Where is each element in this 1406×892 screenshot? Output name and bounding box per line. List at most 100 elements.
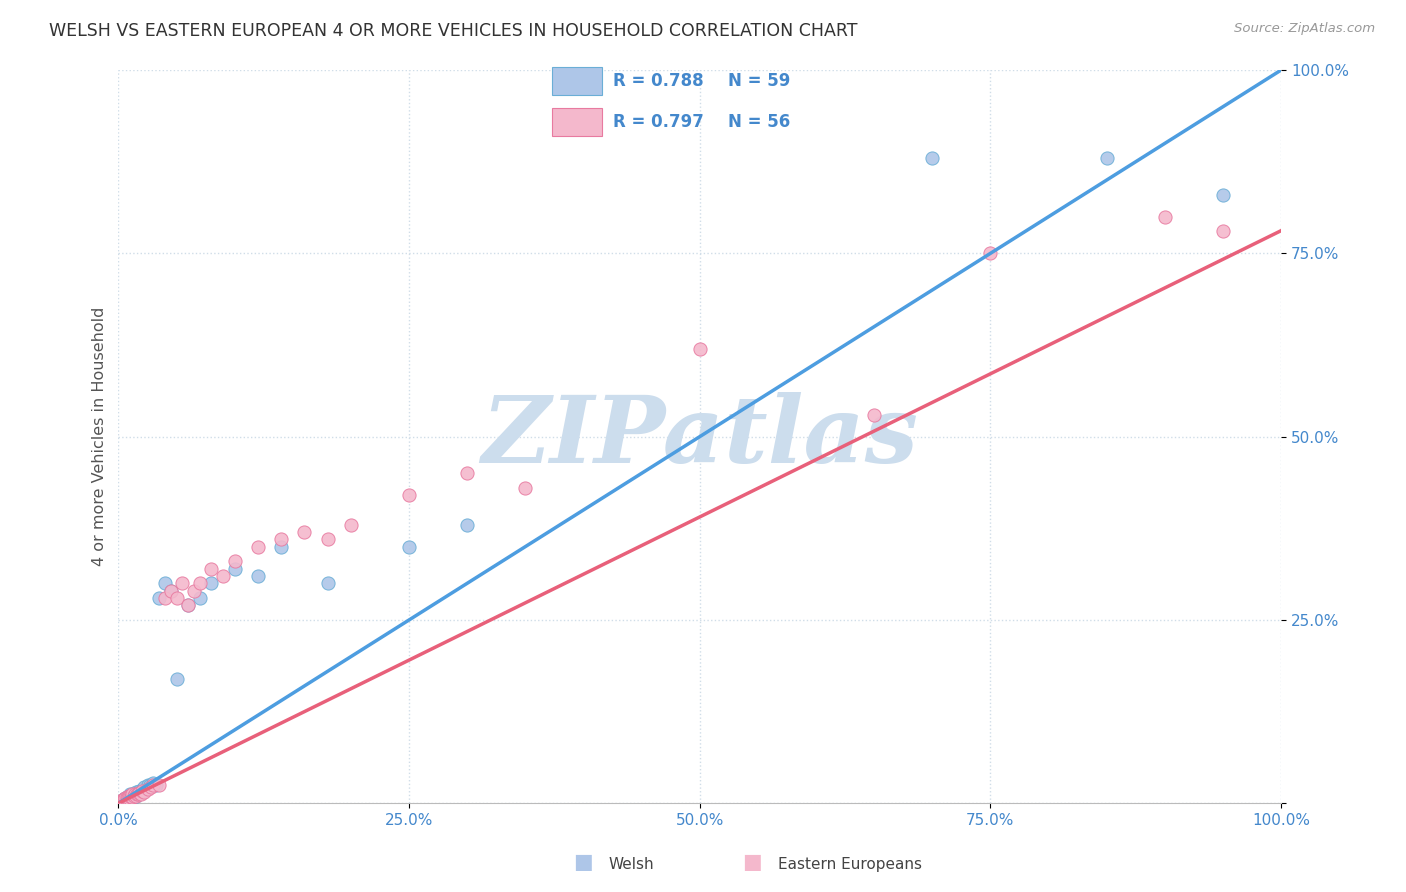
Point — [111, 795, 134, 809]
Text: Source: ZipAtlas.com: Source: ZipAtlas.com — [1234, 22, 1375, 36]
Point — [1095, 151, 1118, 165]
Point — [979, 246, 1001, 260]
Point — [270, 540, 292, 554]
Point — [112, 792, 135, 806]
Point — [111, 794, 134, 808]
Point — [110, 795, 132, 809]
Point — [270, 533, 292, 547]
Point — [166, 672, 188, 686]
Bar — [553, 108, 602, 136]
Point — [125, 785, 148, 799]
Point — [166, 591, 188, 605]
Point — [136, 778, 159, 792]
Point — [153, 576, 176, 591]
Point — [122, 789, 145, 804]
Text: ■: ■ — [742, 853, 762, 872]
Point — [129, 785, 152, 799]
Text: WELSH VS EASTERN EUROPEAN 4 OR MORE VEHICLES IN HOUSEHOLD CORRELATION CHART: WELSH VS EASTERN EUROPEAN 4 OR MORE VEHI… — [49, 22, 858, 40]
Point — [129, 787, 152, 801]
Point — [114, 794, 136, 808]
Point — [148, 591, 170, 605]
Point — [188, 591, 211, 605]
Point — [128, 786, 150, 800]
Point — [112, 792, 135, 806]
Text: N = 56: N = 56 — [728, 113, 790, 131]
Point — [114, 792, 136, 806]
Point — [125, 787, 148, 801]
Text: Eastern Europeans: Eastern Europeans — [778, 857, 921, 872]
Point — [121, 790, 143, 805]
Point — [515, 481, 537, 495]
Point — [246, 569, 269, 583]
Point — [120, 792, 142, 806]
Point — [122, 789, 145, 803]
Point — [294, 524, 316, 539]
Point — [118, 792, 141, 806]
Point — [1212, 187, 1234, 202]
Text: R = 0.788: R = 0.788 — [613, 72, 703, 90]
Point — [120, 788, 142, 802]
Point — [118, 789, 141, 803]
Point — [120, 792, 142, 806]
Point — [115, 793, 138, 807]
Point — [132, 785, 155, 799]
Point — [139, 778, 162, 792]
Point — [117, 789, 139, 804]
Point — [118, 791, 141, 805]
Point — [398, 540, 420, 554]
Point — [398, 488, 420, 502]
Point — [142, 778, 165, 792]
Point — [177, 599, 200, 613]
Point — [863, 408, 886, 422]
Point — [112, 792, 135, 806]
Point — [127, 786, 149, 800]
Point — [456, 517, 478, 532]
Point — [131, 783, 153, 797]
Point — [148, 778, 170, 792]
Point — [122, 787, 145, 801]
Point — [127, 788, 149, 802]
Point — [316, 576, 339, 591]
Point — [117, 789, 139, 804]
Point — [246, 540, 269, 554]
Point — [212, 569, 235, 583]
Point — [117, 792, 139, 806]
Point — [145, 778, 167, 792]
Point — [118, 792, 141, 806]
Point — [120, 790, 142, 805]
Point — [200, 561, 222, 575]
Point — [112, 795, 135, 809]
Point — [125, 789, 148, 803]
Point — [125, 788, 148, 802]
Point — [124, 788, 146, 802]
Point — [172, 576, 194, 591]
Text: ■: ■ — [574, 853, 593, 872]
Bar — [553, 67, 602, 95]
Point — [188, 576, 211, 591]
Point — [159, 583, 181, 598]
Point — [120, 791, 142, 805]
Point — [316, 533, 339, 547]
Point — [159, 583, 181, 598]
Point — [121, 790, 143, 805]
Point — [224, 554, 246, 568]
Y-axis label: 4 or more Vehicles in Household: 4 or more Vehicles in Household — [93, 307, 107, 566]
Point — [111, 793, 134, 807]
Text: ZIPatlas: ZIPatlas — [481, 392, 918, 482]
Point — [139, 780, 162, 794]
Point — [125, 789, 148, 803]
Point — [114, 793, 136, 807]
Point — [118, 789, 141, 803]
Point — [112, 794, 135, 808]
Point — [1153, 210, 1175, 224]
Point — [136, 781, 159, 796]
Point — [183, 583, 205, 598]
Point — [117, 792, 139, 806]
Point — [115, 790, 138, 805]
Point — [111, 793, 134, 807]
Point — [110, 795, 132, 809]
Point — [120, 790, 142, 805]
Point — [114, 791, 136, 805]
Point — [117, 793, 139, 807]
Point — [112, 794, 135, 808]
